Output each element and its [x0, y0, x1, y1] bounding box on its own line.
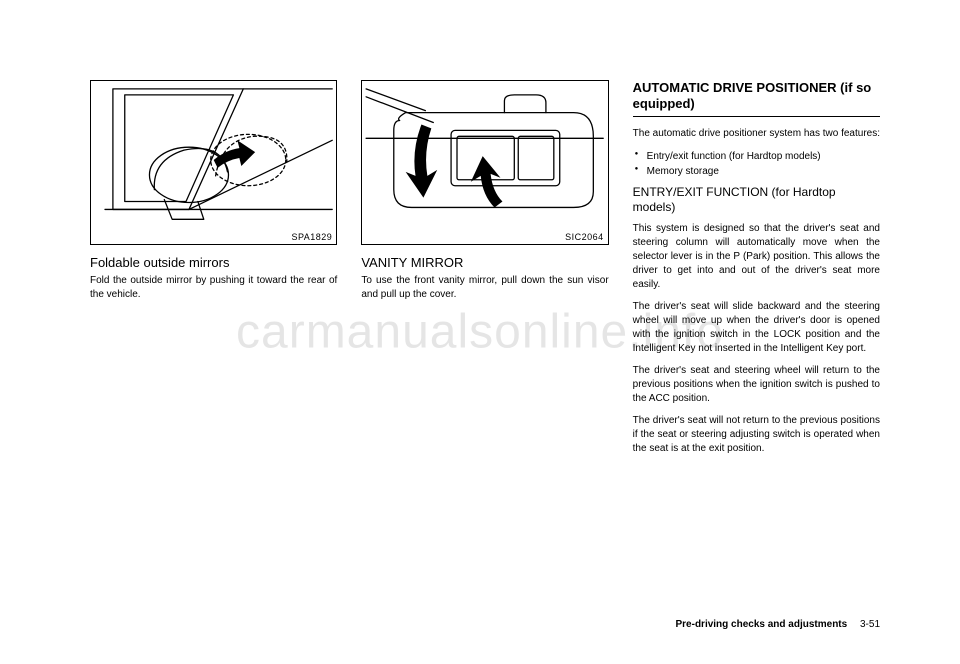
col1-subhead: Foldable outside mirrors — [90, 255, 337, 270]
vanity-mirror-illustration — [362, 81, 607, 244]
subsection-heading: ENTRY/EXIT FUNCTION (for Hardtop models) — [633, 185, 880, 216]
columns: SPA1829 Foldable outside mirrors Fold th… — [90, 80, 880, 464]
list-item: Memory storage — [633, 164, 880, 179]
figure-2-label: SIC2064 — [565, 232, 604, 242]
col2-body: To use the front vanity mirror, pull dow… — [361, 274, 608, 301]
paragraph: The driver's seat will slide backward an… — [633, 300, 880, 356]
figure-1-label: SPA1829 — [291, 232, 332, 242]
paragraph: This system is designed so that the driv… — [633, 222, 880, 292]
page-footer: Pre-driving checks and adjustments 3-51 — [675, 619, 880, 630]
figure-2: SIC2064 — [361, 80, 608, 245]
footer-page: 3-51 — [860, 619, 880, 630]
feature-list: Entry/exit function (for Hardtop models)… — [633, 149, 880, 179]
column-3: AUTOMATIC DRIVE POSITIONER (if so equipp… — [633, 80, 880, 464]
paragraph: The driver's seat and steering wheel wil… — [633, 364, 880, 406]
section-title: AUTOMATIC DRIVE POSITIONER (if so equipp… — [633, 80, 880, 117]
column-2: SIC2064 VANITY MIRROR To use the front v… — [361, 80, 608, 464]
col2-subhead: VANITY MIRROR — [361, 255, 608, 270]
figure-1: SPA1829 — [90, 80, 337, 245]
list-item: Entry/exit function (for Hardtop models) — [633, 149, 880, 164]
column-1: SPA1829 Foldable outside mirrors Fold th… — [90, 80, 337, 464]
manual-page: carmanualsonline.info — [0, 0, 960, 664]
mirror-illustration — [91, 81, 336, 244]
footer-section: Pre-driving checks and adjustments — [675, 619, 847, 630]
intro-text: The automatic drive positioner system ha… — [633, 127, 880, 141]
paragraph: The driver's seat will not return to the… — [633, 414, 880, 456]
col1-body: Fold the outside mirror by pushing it to… — [90, 274, 337, 301]
